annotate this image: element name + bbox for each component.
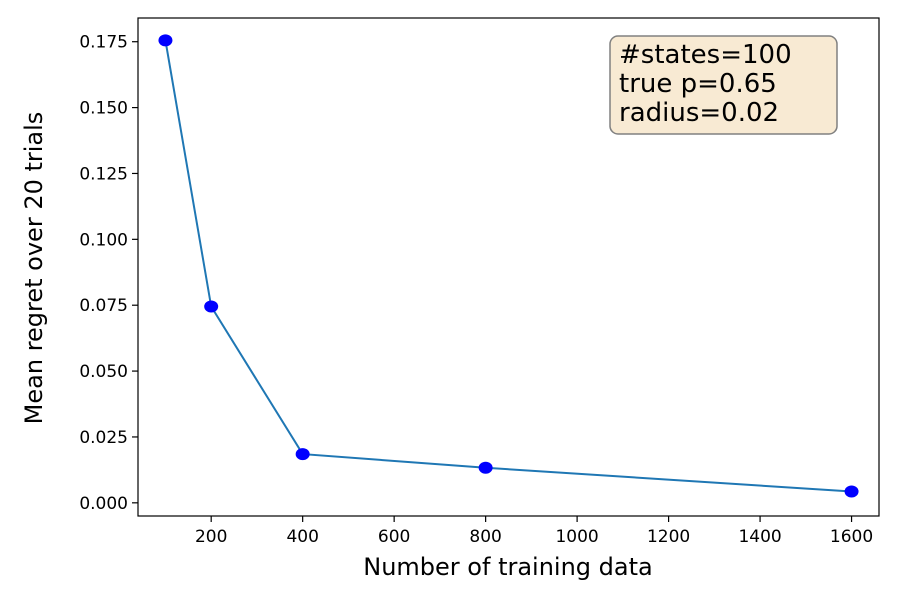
y-tick-label: 0.125	[79, 164, 128, 184]
y-tick-label: 0.175	[79, 33, 128, 53]
y-tick-label: 0.075	[79, 296, 128, 316]
y-axis-ticks: 0.000 0.025 0.050 0.075 0.100 0.125 0.150 0.175	[79, 33, 138, 514]
y-tick-label: 0.100	[79, 230, 128, 250]
x-tick-label: 1000	[555, 527, 598, 547]
data-point	[844, 485, 859, 498]
x-axis-ticks: 200 400 600 800 1000 1200 1400 1600	[195, 516, 873, 547]
x-tick-label: 800	[469, 527, 501, 547]
data-point	[204, 300, 219, 313]
y-tick-label: 0.025	[79, 428, 128, 448]
series-layer	[158, 34, 859, 498]
data-point	[158, 34, 173, 47]
annotation-states: #states=100	[619, 40, 792, 70]
data-point	[478, 461, 493, 474]
annotation-background	[609, 35, 838, 135]
annotation-box: #states=100 true p=0.65 radius=0.02	[609, 35, 838, 135]
x-tick-label: 200	[195, 527, 227, 547]
y-axis-title: Mean regret over 20 trials	[20, 112, 48, 425]
x-tick-label: 400	[286, 527, 318, 547]
data-point	[295, 448, 310, 461]
x-tick-label: 1200	[647, 527, 690, 547]
y-tick-label: 0.000	[79, 494, 128, 514]
x-axis-title: Number of training data	[363, 553, 652, 581]
x-tick-label: 1600	[830, 527, 873, 547]
y-tick-label: 0.150	[79, 99, 128, 119]
annotation-radius: radius=0.02	[619, 98, 779, 128]
y-tick-label: 0.050	[79, 362, 128, 382]
x-tick-label: 1400	[738, 527, 781, 547]
annotation-true-p: true p=0.65	[619, 69, 777, 99]
x-tick-label: 600	[378, 527, 410, 547]
